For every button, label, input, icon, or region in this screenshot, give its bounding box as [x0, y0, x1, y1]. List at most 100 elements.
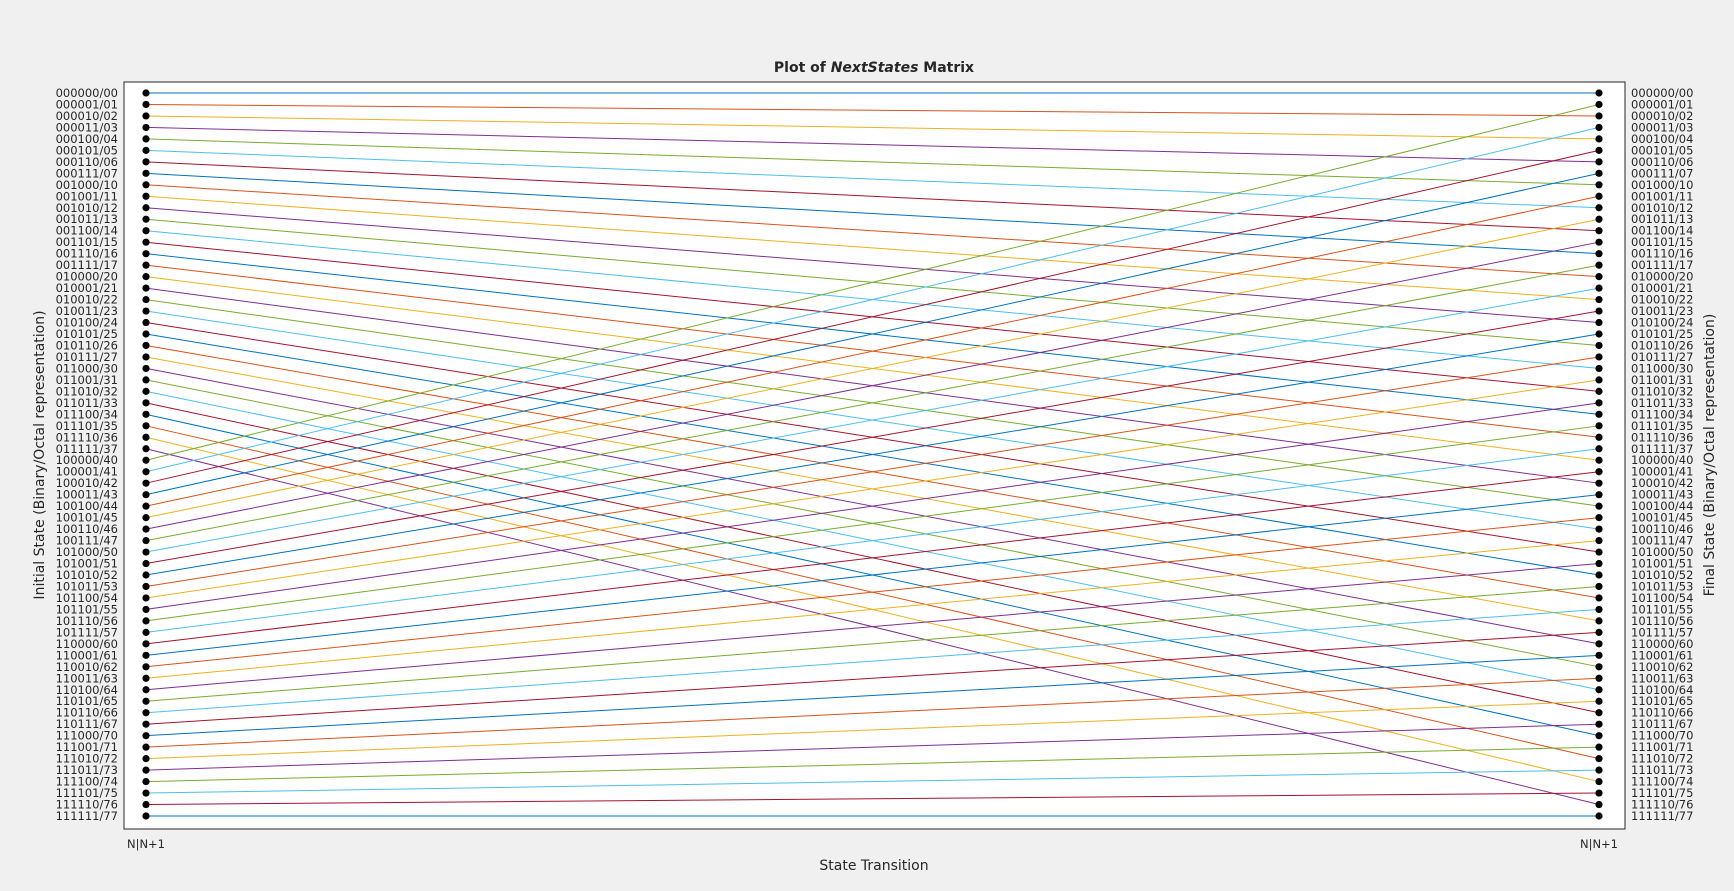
left-y-tick-label: 011001/31 [56, 373, 118, 387]
right-y-tick-label: 001111/17 [1631, 258, 1693, 272]
final-state-marker [1595, 399, 1603, 407]
left-y-tick-label: 111101/75 [56, 786, 118, 800]
transition-lines [145, 92, 1600, 817]
initial-state-marker [142, 238, 150, 246]
initial-state-marker [142, 605, 150, 614]
left-y-tick-label: 110100/64 [56, 683, 118, 697]
initial-state-marker [142, 491, 150, 499]
transition-line [145, 700, 1600, 760]
initial-state-marker [142, 525, 150, 533]
transition-line [145, 402, 1600, 610]
right-y-tick-label: 010011/23 [1631, 304, 1693, 318]
final-state-marker [1595, 445, 1603, 453]
transition-line [145, 149, 1600, 484]
final-state-marker [1595, 674, 1603, 682]
final-state-marker [1595, 387, 1603, 395]
transition-line [145, 448, 1600, 633]
left-y-tick-label: 110101/65 [56, 694, 118, 708]
initial-state-marker [142, 594, 150, 602]
final-state-marker [1595, 192, 1603, 200]
final-state-marker [1595, 502, 1603, 510]
left-y-tick-label: 101110/56 [56, 614, 118, 628]
right-y-tick-label: 011111/37 [1631, 442, 1693, 456]
right-y-tick-label: 101001/51 [1631, 557, 1693, 571]
final-state-marker [1595, 364, 1603, 373]
left-y-tick-label: 101001/51 [56, 557, 118, 571]
left-y-tick-label: 001100/14 [56, 224, 118, 238]
final-state-marker [1595, 777, 1603, 786]
initial-state-marker [142, 341, 150, 350]
right-y-tick-label: 011101/35 [1631, 419, 1693, 433]
final-state-marker [1595, 215, 1603, 223]
final-state-marker [1595, 100, 1603, 109]
initial-state-marker [142, 192, 150, 200]
initial-state-marker [142, 743, 150, 751]
left-y-tick-label: 101111/57 [56, 625, 118, 639]
x-tick-right: N|N+1 [1580, 837, 1618, 851]
final-state-marker [1595, 743, 1603, 751]
final-state-marker [1595, 422, 1603, 430]
left-y-tick-label: 100010/42 [56, 476, 118, 490]
transition-line [145, 310, 1600, 565]
left-y-tick-label: 000011/03 [56, 120, 118, 134]
left-y-tick-label: 111110/76 [56, 798, 118, 812]
initial-state-marker [142, 651, 150, 659]
left-y-tick-label: 100101/45 [56, 511, 118, 525]
left-y-tick-label: 010110/26 [56, 338, 118, 352]
right-y-tick-label: 000100/04 [1631, 132, 1693, 146]
final-state-marker [1595, 617, 1603, 625]
right-y-tick-label: 010111/27 [1631, 350, 1693, 364]
right-y-tick-label: 001100/14 [1631, 224, 1693, 238]
final-state-marker [1595, 135, 1603, 143]
final-state-marker [1595, 433, 1603, 441]
initial-state-marker [142, 479, 150, 487]
transition-line [145, 517, 1600, 668]
initial-state-marker [142, 204, 150, 212]
initial-state-marker [142, 422, 150, 430]
initial-state-marker [142, 89, 150, 97]
initial-state-marker [142, 227, 150, 235]
right-y-tick-label: 001001/11 [1631, 189, 1693, 203]
final-state-marker [1595, 410, 1603, 418]
final-state-marker [1595, 582, 1603, 591]
initial-state-marker [142, 800, 150, 809]
initial-state-marker [142, 456, 150, 464]
chart-title-suffix: Matrix [918, 60, 974, 76]
left-y-tick-label: 110011/63 [56, 671, 118, 685]
final-state-marker [1595, 651, 1603, 659]
final-state-marker [1595, 663, 1603, 671]
right-y-tick-label: 010010/22 [1631, 293, 1693, 307]
left-y-tick-label: 101010/52 [56, 568, 118, 582]
final-state-marker [1595, 318, 1603, 327]
final-state-marker [1595, 686, 1603, 694]
left-y-tick-labels: 000000/00000001/01000010/02000011/030001… [56, 86, 118, 823]
initial-state-marker [142, 261, 150, 269]
chart-title-prefix: Plot of [774, 60, 831, 76]
final-state-marker [1595, 755, 1603, 763]
left-y-tick-label: 101000/50 [56, 545, 118, 559]
transition-line [145, 792, 1600, 806]
right-y-tick-label: 010110/26 [1631, 338, 1693, 352]
final-state-marker [1595, 123, 1603, 132]
left-y-tick-label: 010100/24 [56, 316, 118, 330]
left-y-tick-label: 000101/05 [56, 143, 118, 157]
left-y-tick-label: 010011/23 [56, 304, 118, 318]
right-y-tick-label: 000011/03 [1631, 120, 1693, 134]
plot-area [124, 82, 1625, 829]
left-y-tick-label: 101011/53 [56, 579, 118, 593]
transition-line [145, 195, 1600, 507]
final-state-marker [1595, 158, 1603, 166]
left-y-tick-label: 011100/34 [56, 407, 118, 421]
left-y-tick-label: 100001/41 [56, 465, 118, 479]
left-y-tick-label: 001011/13 [56, 212, 118, 226]
final-state-marker [1595, 456, 1603, 464]
right-y-tick-label: 101100/54 [1631, 591, 1693, 605]
initial-state-marker [142, 250, 150, 258]
initial-state-marker [142, 514, 150, 522]
right-y-tick-label: 111000/70 [1631, 729, 1693, 743]
initial-state-marker [142, 410, 150, 418]
left-y-tick-label: 100011/43 [56, 488, 118, 502]
final-state-marker [1595, 227, 1603, 235]
right-y-tick-label: 000101/05 [1631, 143, 1693, 157]
initial-state-marker [142, 720, 150, 728]
